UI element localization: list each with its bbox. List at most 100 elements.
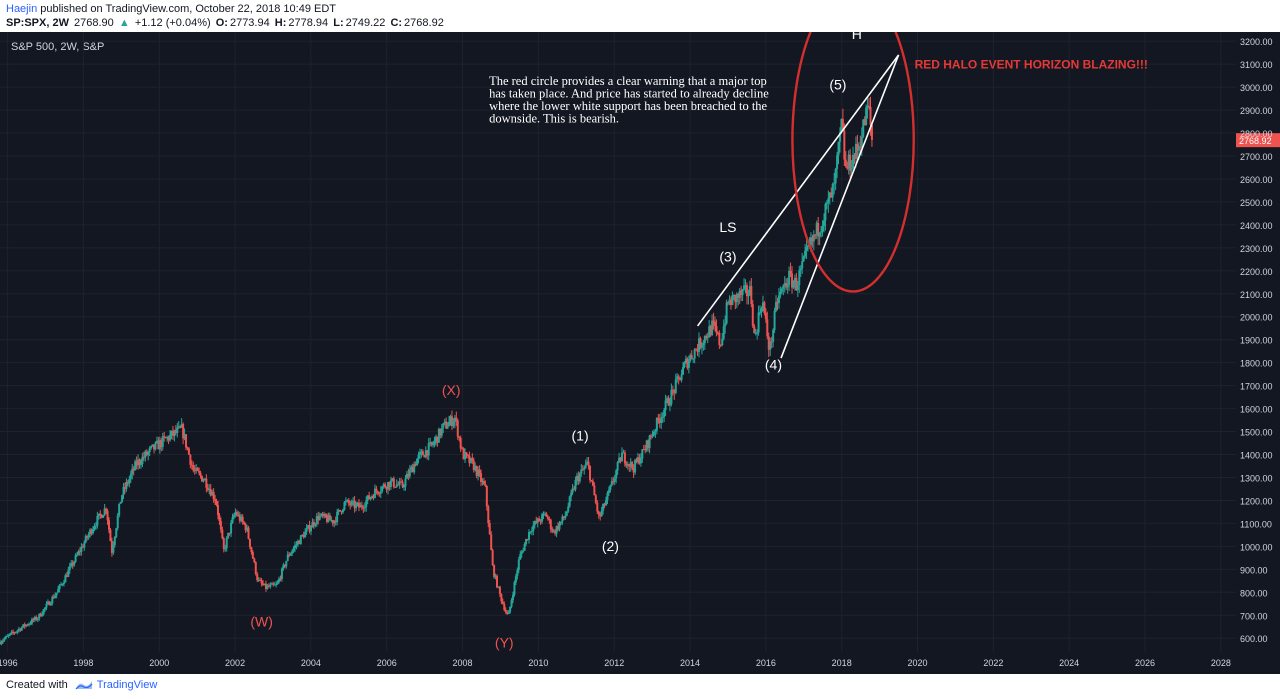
- x-tick-label: 1996: [0, 658, 18, 668]
- candle-body: [673, 389, 676, 394]
- candle-body: [571, 488, 574, 493]
- candle-body: [831, 183, 834, 198]
- candle-body: [815, 222, 818, 235]
- candle-body: [663, 410, 666, 417]
- candle-body: [280, 568, 283, 580]
- author-link[interactable]: Haejin: [6, 3, 38, 15]
- candle-body: [182, 424, 185, 439]
- candle-body: [491, 550, 494, 566]
- y-tick-label: 3000.00: [1240, 83, 1273, 93]
- plot-area[interactable]: [0, 32, 1236, 652]
- candle-body: [400, 481, 403, 483]
- y-tick-label: 1700.00: [1240, 382, 1273, 392]
- candle-body: [219, 521, 222, 530]
- candle-body: [173, 430, 176, 436]
- candle-body: [151, 444, 154, 447]
- candle-body: [788, 270, 791, 286]
- candle-body: [86, 536, 89, 538]
- candle-body: [559, 521, 562, 524]
- candle-body: [557, 526, 560, 530]
- candle-body: [443, 421, 446, 424]
- high-label: H:: [274, 17, 287, 29]
- candle-body: [225, 538, 228, 549]
- candle-body: [324, 513, 327, 518]
- candle-body: [77, 551, 80, 555]
- candle-body: [103, 508, 106, 516]
- y-tick-label: 2300.00: [1240, 244, 1273, 254]
- candle-body: [568, 496, 571, 507]
- red-halo-circle: [791, 32, 915, 293]
- candle-body: [403, 486, 406, 488]
- candle-body: [645, 440, 648, 451]
- candle-body: [289, 553, 292, 556]
- candle-body: [241, 516, 244, 522]
- time-axis[interactable]: [0, 652, 1236, 674]
- candle-body: [126, 481, 129, 484]
- candle-body: [26, 624, 29, 626]
- candle-body: [684, 358, 687, 363]
- candle-body: [603, 503, 606, 506]
- candle-body: [134, 461, 137, 471]
- candle-body: [206, 487, 209, 491]
- candle-body: [309, 527, 312, 532]
- candle-body: [644, 449, 647, 451]
- y-tick-label: 2200.00: [1240, 267, 1273, 277]
- tradingview-logo-icon[interactable]: [75, 679, 93, 691]
- candle-body: [610, 481, 613, 486]
- x-tick-label: 2016: [756, 658, 776, 668]
- symbol-name[interactable]: SP:SPX, 2W: [6, 17, 69, 29]
- candle-body: [583, 467, 586, 470]
- candle-body: [796, 284, 799, 291]
- candle-body: [269, 584, 272, 587]
- candle-body: [605, 500, 608, 506]
- candle-body: [13, 632, 16, 634]
- candle-body: [589, 465, 592, 481]
- candle-body: [581, 469, 584, 471]
- candle-body: [371, 496, 374, 498]
- candle-body: [498, 586, 501, 594]
- candle-body: [866, 105, 869, 108]
- candle-body: [600, 510, 603, 517]
- candle-body: [683, 362, 686, 367]
- candle-body: [246, 527, 249, 531]
- candle-body: [347, 499, 350, 504]
- y-tick-label: 600.00: [1240, 634, 1268, 644]
- y-tick-label: 2800.00: [1240, 129, 1273, 139]
- wave-label: (4): [765, 357, 782, 373]
- candle-body: [155, 440, 158, 443]
- candle-body: [541, 514, 544, 522]
- candle-body: [827, 198, 830, 203]
- candle-body: [116, 515, 119, 529]
- candle-body: [139, 464, 142, 466]
- candle-body: [373, 488, 376, 499]
- candle-body: [485, 486, 488, 507]
- tradingview-brand-link[interactable]: TradingView: [96, 679, 158, 691]
- candle-body: [843, 130, 846, 160]
- candle-body: [798, 270, 801, 285]
- candle-body: [119, 501, 122, 504]
- x-tick-label: 2004: [301, 658, 321, 668]
- candle-body: [561, 516, 564, 522]
- candle-body: [575, 475, 578, 480]
- candle-body: [753, 325, 756, 334]
- candle-body: [690, 355, 693, 359]
- candle-body: [729, 299, 732, 306]
- candle-body: [227, 532, 230, 539]
- candle-body: [320, 513, 323, 516]
- candle-body: [52, 596, 55, 599]
- candle-body: [308, 525, 311, 532]
- candle-body: [841, 118, 844, 131]
- candle-body: [465, 452, 468, 455]
- candle-body: [189, 454, 192, 465]
- candle-body: [211, 491, 214, 496]
- price-chart[interactable]: S&P 500, 2W, S&P H (5) LS (3) (4) (1) (2) (X) (W…: [0, 32, 1280, 677]
- candle-body: [706, 337, 709, 339]
- candle-body: [254, 562, 257, 575]
- candle-body: [461, 448, 464, 450]
- candle-body: [240, 516, 243, 521]
- candle-body: [331, 520, 334, 524]
- candle-body: [698, 338, 701, 352]
- candle-body: [251, 552, 254, 559]
- candle-body: [222, 538, 225, 549]
- y-tick-label: 2900.00: [1240, 106, 1273, 116]
